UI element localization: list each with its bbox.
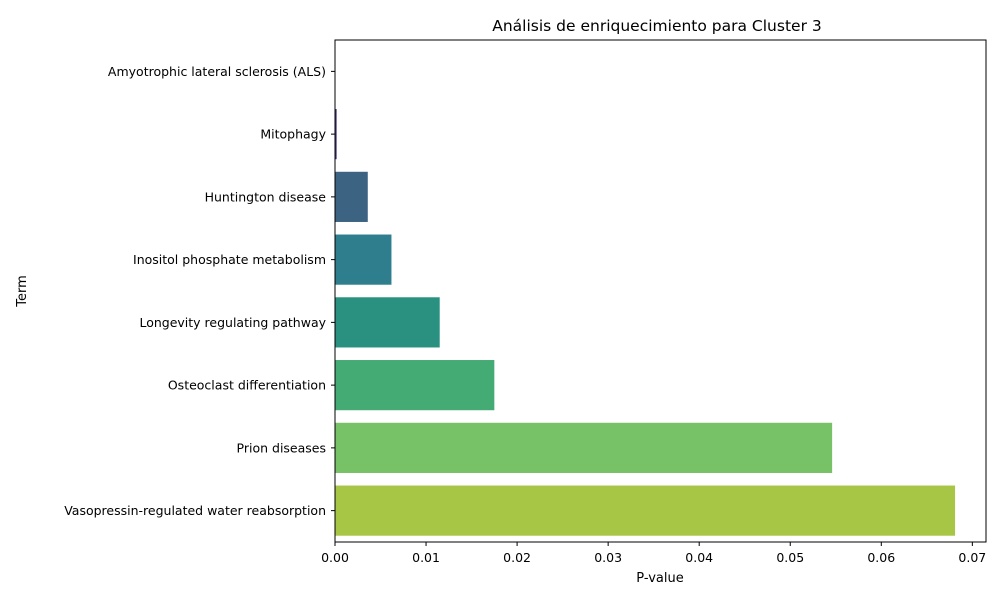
bar [335,422,833,473]
y-tick-label: Amyotrophic lateral sclerosis (ALS) [108,64,326,79]
x-axis: 0.00 0.01 0.02 0.03 0.04 0.05 0.06 0.07 [321,542,986,565]
y-tick-label: Inositol phosphate metabolism [133,252,326,267]
bar [335,109,337,160]
x-tick-label: 0.07 [958,550,986,565]
x-tick-label: 0.06 [867,550,895,565]
chart-title: Análisis de enriquecimiento para Cluster… [492,17,821,35]
y-tick-label: Mitophagy [260,127,326,142]
bar [335,234,392,285]
x-tick-label: 0.01 [412,550,440,565]
x-tick-label: 0.02 [503,550,531,565]
bars-group [335,46,956,536]
y-tick-label: Huntington disease [205,189,327,204]
bar [335,171,368,222]
x-tick-label: 0.00 [321,550,349,565]
x-tick-label: 0.05 [776,550,804,565]
x-tick-label: 0.03 [594,550,622,565]
y-axis: Amyotrophic lateral sclerosis (ALS) Mitop… [64,64,335,518]
y-axis-label: Term [15,275,30,308]
y-tick-label: Osteoclast differentiation [168,378,326,393]
x-tick-label: 0.04 [685,550,713,565]
bar [335,485,956,536]
x-axis-label: P-value [636,571,683,586]
y-tick-label: Vasopressin-regulated water reabsorption [64,503,326,518]
plot-frame [334,39,987,543]
bar [335,360,495,411]
bar [335,297,440,348]
y-tick-label: Longevity regulating pathway [139,315,326,330]
y-tick-label: Prion diseases [237,440,326,455]
